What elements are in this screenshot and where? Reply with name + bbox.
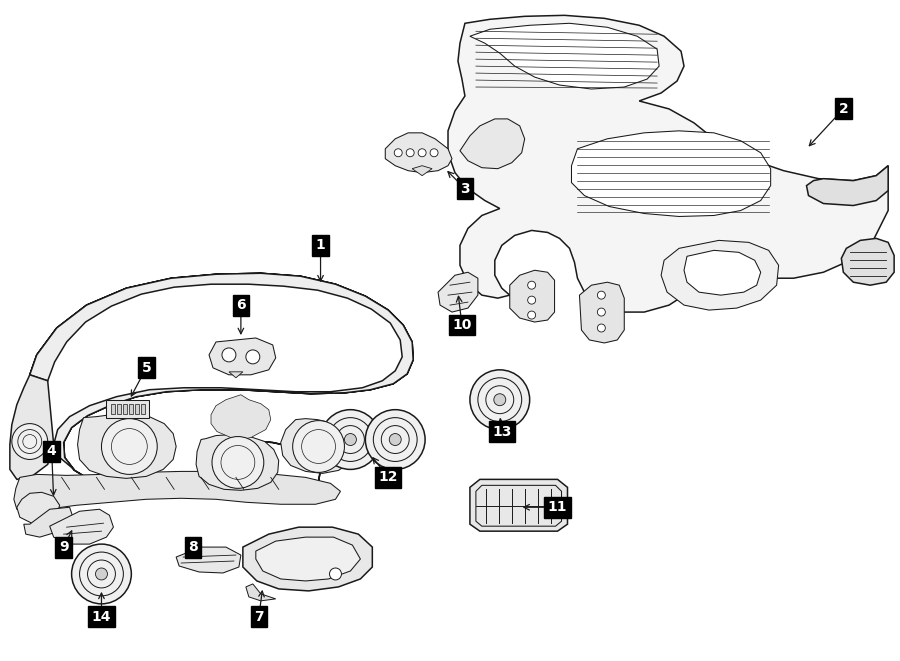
Text: 4: 4	[47, 444, 57, 459]
Text: 5: 5	[141, 361, 151, 375]
Circle shape	[418, 149, 426, 157]
Circle shape	[212, 436, 264, 488]
Text: 2: 2	[839, 102, 848, 116]
Text: 12: 12	[379, 471, 398, 485]
Polygon shape	[209, 338, 275, 375]
Polygon shape	[135, 404, 140, 414]
Polygon shape	[438, 272, 478, 312]
Circle shape	[320, 410, 381, 469]
Circle shape	[72, 544, 131, 604]
Text: 13: 13	[492, 424, 511, 438]
Polygon shape	[117, 404, 122, 414]
Polygon shape	[106, 400, 149, 418]
Polygon shape	[10, 375, 54, 479]
Circle shape	[292, 420, 345, 473]
Polygon shape	[572, 131, 770, 217]
Polygon shape	[30, 273, 413, 471]
Polygon shape	[196, 434, 279, 490]
Polygon shape	[470, 479, 568, 531]
Polygon shape	[684, 251, 760, 295]
Circle shape	[95, 568, 107, 580]
Polygon shape	[246, 584, 275, 601]
Polygon shape	[23, 507, 74, 537]
Polygon shape	[470, 23, 659, 89]
Polygon shape	[412, 166, 432, 176]
Text: 8: 8	[188, 540, 198, 554]
Polygon shape	[385, 133, 452, 173]
Polygon shape	[243, 527, 373, 591]
Polygon shape	[176, 547, 241, 573]
Circle shape	[365, 410, 425, 469]
Polygon shape	[460, 119, 525, 169]
Polygon shape	[509, 270, 554, 322]
Polygon shape	[842, 239, 894, 285]
Circle shape	[598, 308, 606, 316]
Text: 14: 14	[92, 610, 112, 624]
Polygon shape	[112, 404, 115, 414]
Polygon shape	[141, 404, 145, 414]
Polygon shape	[229, 372, 243, 378]
Text: 10: 10	[453, 318, 472, 332]
Circle shape	[430, 149, 438, 157]
Polygon shape	[17, 492, 59, 524]
Circle shape	[406, 149, 414, 157]
Polygon shape	[123, 404, 128, 414]
Polygon shape	[580, 282, 625, 343]
Polygon shape	[448, 15, 888, 312]
Circle shape	[390, 434, 401, 446]
Polygon shape	[281, 418, 356, 473]
Circle shape	[527, 281, 536, 289]
Polygon shape	[806, 166, 888, 206]
Text: 11: 11	[548, 500, 567, 514]
Text: 9: 9	[58, 540, 68, 554]
Circle shape	[527, 296, 536, 304]
Circle shape	[102, 418, 158, 475]
Polygon shape	[130, 404, 133, 414]
Text: 3: 3	[460, 182, 470, 196]
Circle shape	[12, 424, 48, 459]
Circle shape	[494, 394, 506, 406]
Circle shape	[598, 324, 606, 332]
Text: 7: 7	[254, 610, 264, 624]
Circle shape	[246, 350, 260, 364]
Polygon shape	[662, 241, 778, 310]
Circle shape	[345, 434, 356, 446]
Polygon shape	[77, 414, 176, 479]
Circle shape	[470, 370, 530, 430]
Polygon shape	[14, 471, 340, 512]
Circle shape	[222, 348, 236, 362]
Text: 6: 6	[236, 298, 246, 312]
Polygon shape	[50, 509, 113, 544]
Text: 1: 1	[316, 239, 326, 253]
Circle shape	[598, 291, 606, 299]
Circle shape	[394, 149, 402, 157]
Polygon shape	[256, 537, 360, 581]
Circle shape	[329, 568, 341, 580]
Circle shape	[527, 311, 536, 319]
Polygon shape	[30, 273, 413, 496]
Polygon shape	[211, 395, 271, 440]
